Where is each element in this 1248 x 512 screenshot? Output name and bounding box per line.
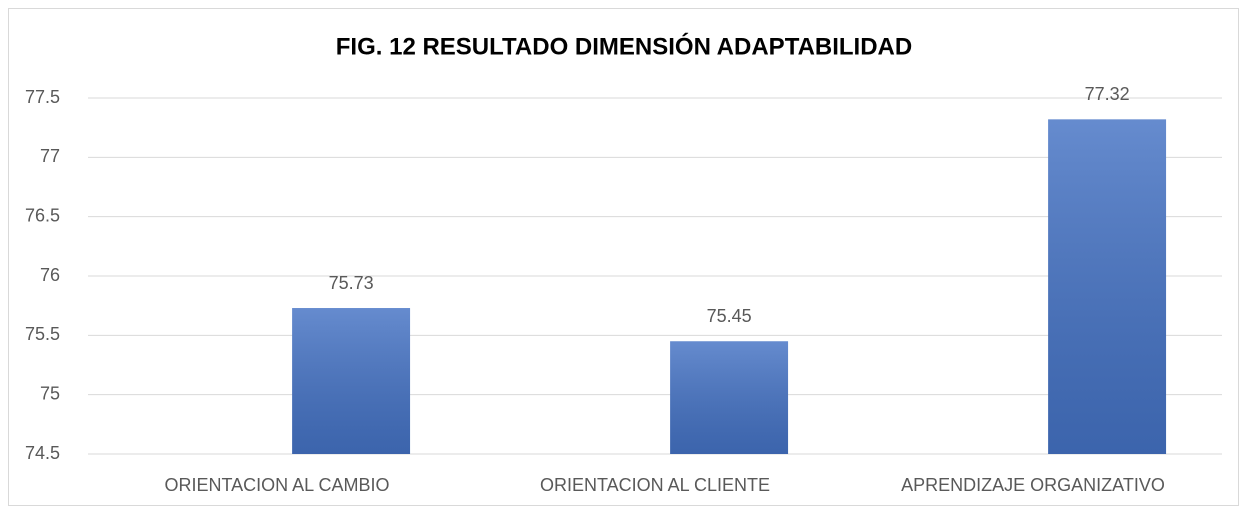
chart-title: FIG. 12 RESULTADO DIMENSIÓN ADAPTABILIDA…	[336, 32, 912, 60]
y-tick-label: 77	[40, 146, 60, 166]
y-tick-label: 75	[40, 383, 60, 403]
x-tick-label: APRENDIZAJE ORGANIZATIVO	[901, 475, 1165, 495]
y-tick-label: 76.5	[25, 205, 60, 225]
value-label: 77.32	[1085, 84, 1130, 104]
x-tick-label: ORIENTACION AL CLIENTE	[540, 475, 770, 495]
y-tick-label: 76	[40, 265, 60, 285]
x-tick-label: ORIENTACION AL CAMBIO	[164, 475, 389, 495]
chart-frame	[8, 8, 1239, 506]
y-tick-label: 74.5	[25, 443, 60, 463]
value-label: 75.73	[329, 273, 374, 293]
y-tick-label: 77.5	[25, 87, 60, 107]
y-tick-label: 75.5	[25, 324, 60, 344]
bar-shade	[292, 308, 411, 454]
bar-shade	[670, 341, 789, 454]
bar-shade	[1048, 119, 1167, 455]
value-label: 75.45	[707, 306, 752, 326]
